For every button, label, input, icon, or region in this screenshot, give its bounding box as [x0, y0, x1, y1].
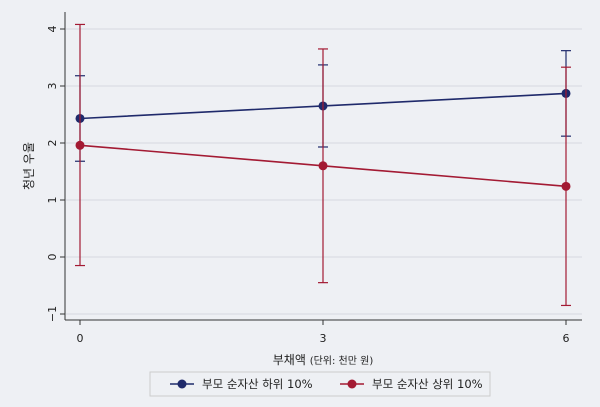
- legend-box: [149, 371, 491, 397]
- legend-item-2: 부모 순자산 상위 10%: [340, 377, 483, 391]
- grid-lines: [66, 28, 582, 315]
- data-point: [75, 140, 85, 150]
- x-axis-title: 부채액 (단위: 천만 원): [273, 353, 374, 367]
- x-axis-title-main: 부채액: [273, 353, 306, 367]
- legend-label: 부모 순자산 하위 10%: [202, 377, 313, 391]
- series-2: [75, 23, 571, 307]
- y-tick-label: 4: [46, 26, 59, 33]
- x-ticks: 0 3 6: [77, 320, 570, 345]
- data-point: [318, 161, 328, 171]
- y-tick-label: 3: [46, 83, 59, 90]
- legend-label: 부모 순자산 상위 10%: [372, 377, 483, 391]
- y-tick-label: 0: [46, 254, 59, 261]
- y-tick-label: −1: [46, 306, 59, 322]
- y-tick-label: 2: [46, 140, 59, 147]
- y-ticks: −1 0 1 2 3 4: [46, 26, 65, 322]
- x-tick-label: 0: [77, 332, 84, 345]
- series: [75, 23, 571, 307]
- x-tick-label: 3: [320, 332, 327, 345]
- x-axis-title-unit: (단위: 천만 원): [310, 354, 374, 367]
- x-tick-label: 6: [563, 332, 570, 345]
- legend: 부모 순자산 하위 10% 부모 순자산 상위 10%: [170, 377, 483, 391]
- y-axis-title: 청년 우울: [22, 142, 36, 190]
- data-point: [561, 181, 571, 191]
- legend-item-1: 부모 순자산 하위 10%: [170, 377, 313, 391]
- legend-marker: [347, 379, 357, 389]
- y-tick-label: 1: [46, 197, 59, 204]
- legend-marker: [177, 379, 187, 389]
